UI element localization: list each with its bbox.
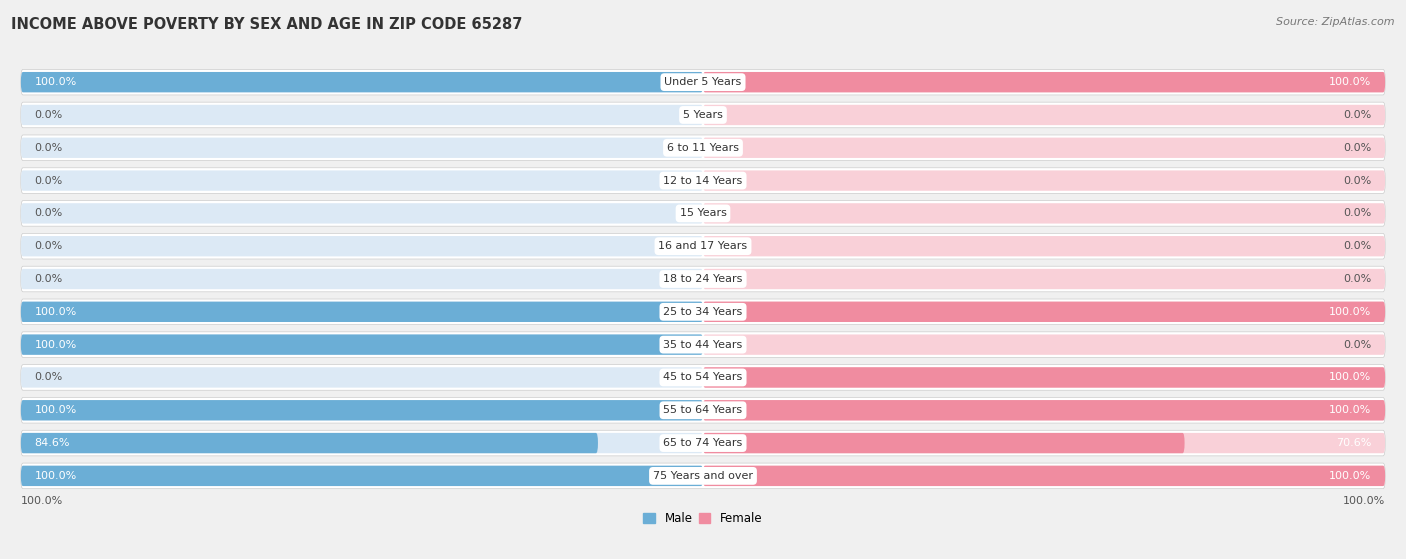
FancyBboxPatch shape <box>21 72 703 92</box>
Text: 100.0%: 100.0% <box>1329 405 1371 415</box>
FancyBboxPatch shape <box>703 138 1385 158</box>
Text: 100.0%: 100.0% <box>35 471 77 481</box>
FancyBboxPatch shape <box>21 433 598 453</box>
FancyBboxPatch shape <box>21 367 703 387</box>
Text: 0.0%: 0.0% <box>1343 209 1371 219</box>
FancyBboxPatch shape <box>703 105 1385 125</box>
FancyBboxPatch shape <box>21 170 703 191</box>
FancyBboxPatch shape <box>703 367 1385 387</box>
Text: 100.0%: 100.0% <box>1329 372 1371 382</box>
FancyBboxPatch shape <box>21 168 1385 193</box>
FancyBboxPatch shape <box>703 433 1185 453</box>
Text: INCOME ABOVE POVERTY BY SEX AND AGE IN ZIP CODE 65287: INCOME ABOVE POVERTY BY SEX AND AGE IN Z… <box>11 17 523 32</box>
Text: 0.0%: 0.0% <box>35 110 63 120</box>
FancyBboxPatch shape <box>21 430 1385 456</box>
FancyBboxPatch shape <box>21 269 703 289</box>
FancyBboxPatch shape <box>703 400 1385 420</box>
FancyBboxPatch shape <box>21 299 1385 325</box>
FancyBboxPatch shape <box>703 236 1385 257</box>
Text: 100.0%: 100.0% <box>21 496 63 506</box>
FancyBboxPatch shape <box>21 400 703 420</box>
Text: 100.0%: 100.0% <box>1329 307 1371 317</box>
FancyBboxPatch shape <box>21 302 703 322</box>
FancyBboxPatch shape <box>21 332 1385 357</box>
Text: 6 to 11 Years: 6 to 11 Years <box>666 143 740 153</box>
Text: 0.0%: 0.0% <box>1343 274 1371 284</box>
FancyBboxPatch shape <box>21 135 1385 160</box>
Text: 25 to 34 Years: 25 to 34 Years <box>664 307 742 317</box>
FancyBboxPatch shape <box>703 302 1385 322</box>
Text: 100.0%: 100.0% <box>1329 471 1371 481</box>
Text: 65 to 74 Years: 65 to 74 Years <box>664 438 742 448</box>
Text: 100.0%: 100.0% <box>35 340 77 349</box>
Text: 0.0%: 0.0% <box>35 209 63 219</box>
FancyBboxPatch shape <box>21 236 703 257</box>
FancyBboxPatch shape <box>703 302 1385 322</box>
Text: 18 to 24 Years: 18 to 24 Years <box>664 274 742 284</box>
FancyBboxPatch shape <box>21 201 1385 226</box>
Text: 16 and 17 Years: 16 and 17 Years <box>658 241 748 251</box>
FancyBboxPatch shape <box>703 269 1385 289</box>
FancyBboxPatch shape <box>21 466 703 486</box>
FancyBboxPatch shape <box>703 367 1385 387</box>
Text: 100.0%: 100.0% <box>35 77 77 87</box>
Text: 0.0%: 0.0% <box>1343 143 1371 153</box>
FancyBboxPatch shape <box>703 433 1385 453</box>
Text: 70.6%: 70.6% <box>1336 438 1371 448</box>
Text: 0.0%: 0.0% <box>35 241 63 251</box>
FancyBboxPatch shape <box>21 138 703 158</box>
Text: 0.0%: 0.0% <box>35 143 63 153</box>
FancyBboxPatch shape <box>21 105 703 125</box>
Text: 5 Years: 5 Years <box>683 110 723 120</box>
FancyBboxPatch shape <box>21 463 1385 489</box>
FancyBboxPatch shape <box>703 334 1385 355</box>
Text: Source: ZipAtlas.com: Source: ZipAtlas.com <box>1277 17 1395 27</box>
FancyBboxPatch shape <box>21 302 703 322</box>
FancyBboxPatch shape <box>21 334 703 355</box>
Text: 0.0%: 0.0% <box>1343 176 1371 186</box>
FancyBboxPatch shape <box>21 334 703 355</box>
Text: 75 Years and over: 75 Years and over <box>652 471 754 481</box>
FancyBboxPatch shape <box>21 102 1385 128</box>
Text: 55 to 64 Years: 55 to 64 Years <box>664 405 742 415</box>
FancyBboxPatch shape <box>703 72 1385 92</box>
FancyBboxPatch shape <box>703 72 1385 92</box>
FancyBboxPatch shape <box>703 466 1385 486</box>
Text: 100.0%: 100.0% <box>35 405 77 415</box>
FancyBboxPatch shape <box>703 400 1385 420</box>
FancyBboxPatch shape <box>21 433 703 453</box>
FancyBboxPatch shape <box>21 364 1385 390</box>
Text: 100.0%: 100.0% <box>1329 77 1371 87</box>
Text: 15 Years: 15 Years <box>679 209 727 219</box>
Text: 0.0%: 0.0% <box>35 274 63 284</box>
FancyBboxPatch shape <box>703 170 1385 191</box>
Text: 35 to 44 Years: 35 to 44 Years <box>664 340 742 349</box>
Text: 45 to 54 Years: 45 to 54 Years <box>664 372 742 382</box>
Text: 0.0%: 0.0% <box>35 372 63 382</box>
FancyBboxPatch shape <box>21 203 703 224</box>
FancyBboxPatch shape <box>21 400 703 420</box>
FancyBboxPatch shape <box>21 466 703 486</box>
Text: Under 5 Years: Under 5 Years <box>665 77 741 87</box>
FancyBboxPatch shape <box>21 234 1385 259</box>
Text: 0.0%: 0.0% <box>1343 340 1371 349</box>
Text: 0.0%: 0.0% <box>1343 241 1371 251</box>
Text: 0.0%: 0.0% <box>35 176 63 186</box>
Legend: Male, Female: Male, Female <box>638 508 768 530</box>
Text: 12 to 14 Years: 12 to 14 Years <box>664 176 742 186</box>
Text: 100.0%: 100.0% <box>35 307 77 317</box>
FancyBboxPatch shape <box>703 466 1385 486</box>
Text: 100.0%: 100.0% <box>1343 496 1385 506</box>
FancyBboxPatch shape <box>21 69 1385 95</box>
FancyBboxPatch shape <box>21 72 703 92</box>
FancyBboxPatch shape <box>21 266 1385 292</box>
Text: 84.6%: 84.6% <box>35 438 70 448</box>
FancyBboxPatch shape <box>21 397 1385 423</box>
Text: 0.0%: 0.0% <box>1343 110 1371 120</box>
FancyBboxPatch shape <box>703 203 1385 224</box>
